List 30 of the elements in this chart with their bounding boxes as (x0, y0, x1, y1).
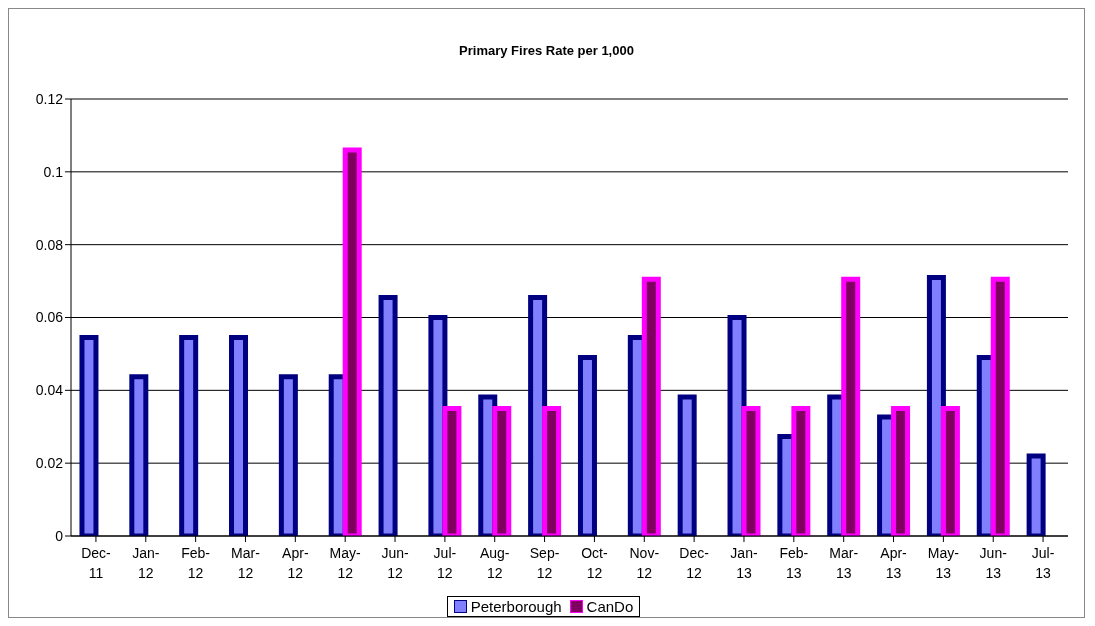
x-tick-label: Aug-12 (479, 545, 510, 581)
y-tick-label: 0.1 (43, 163, 64, 180)
x-tick-label: Mar-13 (829, 545, 859, 581)
y-tick-label: 0.06 (35, 309, 64, 326)
legend-label: Peterborough (469, 598, 562, 615)
x-tick-label: Oct-12 (581, 545, 608, 581)
y-tick-label: 0.12 (35, 90, 64, 107)
y-tick-label: 0.08 (35, 236, 64, 253)
y-tick-label: 0.02 (35, 455, 64, 472)
x-tick-label: Jul-13 (1031, 545, 1055, 581)
x-tick-label: Jul-12 (433, 545, 457, 581)
x-tick-label: Dec-12 (679, 545, 710, 581)
x-tick-label: Apr-12 (282, 545, 309, 581)
x-tick-label: Jun-13 (979, 545, 1008, 581)
x-tick-label: Nov-12 (629, 545, 660, 581)
y-tick-label: 0 (55, 527, 64, 544)
x-tick-label: Dec-11 (81, 545, 112, 581)
legend-label: CanDo (585, 598, 634, 615)
chart-title: Primary Fires Rate per 1,000 (458, 43, 635, 58)
x-tick-label: Sep-12 (529, 545, 560, 581)
x-tick-label: Feb-13 (779, 545, 809, 581)
x-tick-label: Apr-13 (880, 545, 908, 581)
x-tick-label: May-12 (329, 545, 362, 581)
x-tick-label: Mar-12 (231, 545, 261, 581)
x-tick-label: May-13 (927, 545, 960, 581)
x-tick-label: Jun-12 (381, 545, 409, 581)
x-tick-label: Jan-12 (132, 545, 160, 581)
y-tick-label: 0.04 (35, 382, 64, 399)
x-tick-label: Jan-13 (730, 545, 758, 581)
x-tick-label: Feb-12 (181, 545, 211, 581)
